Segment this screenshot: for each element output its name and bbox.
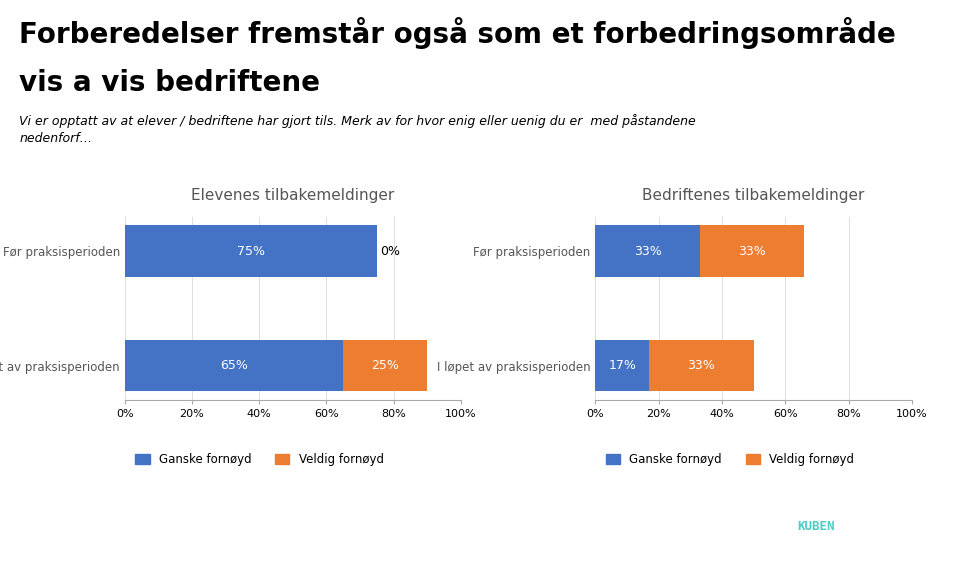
Bar	[344, 340, 427, 391]
Text: 33%: 33%	[634, 244, 661, 258]
Text: Elevenes tilbakemeldinger: Elevenes tilbakemeldinger	[191, 188, 395, 203]
Legend: Ganske fornøyd, Veldig fornøyd: Ganske fornøyd, Veldig fornøyd	[131, 448, 389, 471]
Text: Vi er opptatt av at elever / bedriftene har gjort tils. Merk av for hvor enig el: Vi er opptatt av at elever / bedriftene …	[19, 114, 696, 145]
Text: 33%: 33%	[687, 359, 715, 372]
Text: 17%: 17%	[609, 359, 636, 372]
Bar	[700, 226, 804, 277]
Text: 0%: 0%	[380, 244, 400, 258]
Text: KUBEN: KUBEN	[797, 520, 835, 533]
Bar	[125, 226, 376, 277]
Text: Bedriftenes tilbakemeldinger: Bedriftenes tilbakemeldinger	[642, 188, 865, 203]
Text: 25%: 25%	[372, 359, 399, 372]
Text: 33%: 33%	[738, 244, 766, 258]
Text: 65%: 65%	[220, 359, 248, 372]
Bar	[125, 340, 344, 391]
Legend: Ganske fornøyd, Veldig fornøyd: Ganske fornøyd, Veldig fornøyd	[601, 448, 859, 471]
Bar	[595, 226, 700, 277]
Text: Forberedelser fremstår også som et forbedringsområde: Forberedelser fremstår også som et forbe…	[19, 17, 896, 49]
Bar	[595, 340, 649, 391]
Text: vis a vis bedriftene: vis a vis bedriftene	[19, 69, 321, 96]
Text: 75%: 75%	[237, 244, 265, 258]
Bar	[649, 340, 754, 391]
